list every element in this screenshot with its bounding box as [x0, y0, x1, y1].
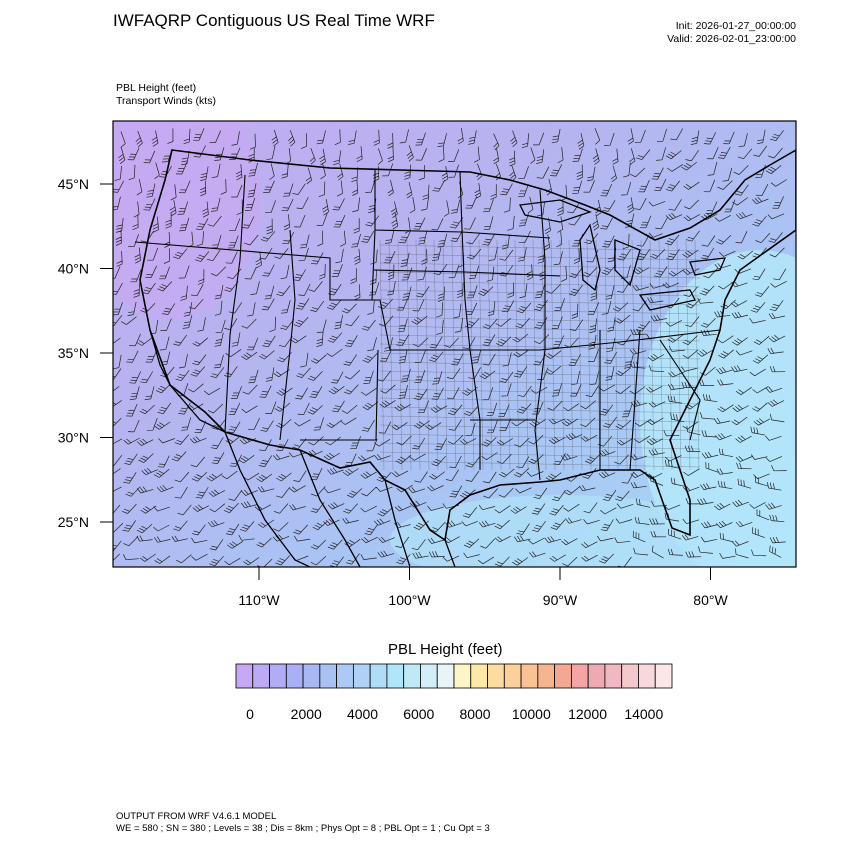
us-border-outline: [139, 149, 796, 542]
colorbar-tick-label: 0: [246, 706, 254, 722]
colorbar-swatch: [386, 663, 405, 689]
colorbar-swatch: [537, 663, 556, 689]
colorbar-title: PBL Height (feet): [388, 641, 503, 658]
colorbar-swatch: [352, 663, 371, 689]
colorbar-swatch: [570, 663, 589, 689]
colorbar-swatch: [369, 663, 388, 689]
colorbar-swatch: [638, 663, 656, 689]
colorbar-swatch: [336, 663, 354, 689]
init-time: Init: 2026-01-27_00:00:00: [675, 20, 796, 32]
model-footer-line2: WE = 580 ; SN = 380 ; Levels = 38 ; Dis …: [116, 823, 490, 834]
longitude-axis: 110°W 100°W 90°W 80°W: [238, 567, 728, 608]
colorbar-tick-label: 10000: [512, 706, 551, 722]
latitude-axis: 45°N 40°N 35°N 30°N 25°N: [58, 176, 113, 530]
colorbar-tick-label: 14000: [624, 706, 663, 722]
colorbar-swatch: [470, 663, 488, 689]
colorbar-swatch: [587, 663, 606, 689]
model-footer-line1: OUTPUT FROM WRF V4.6.1 MODEL: [116, 811, 277, 822]
county-grid: [379, 239, 701, 471]
lon-label: 80°W: [693, 592, 728, 608]
state-borders: [134, 170, 721, 481]
colorbar-swatch: [621, 663, 639, 689]
county-lines: [379, 239, 701, 471]
lat-label: 30°N: [58, 430, 89, 446]
great-lakes: [519, 199, 727, 311]
colorbar-swatch: [453, 663, 472, 689]
lat-label: 40°N: [58, 261, 89, 277]
field-label-pbl: PBL Height (feet): [116, 82, 197, 94]
colorbar-swatch: [420, 663, 438, 689]
lat-label: 25°N: [58, 514, 89, 530]
wind-barbs: [113, 128, 787, 567]
colorbar-swatch: [604, 663, 623, 689]
colorbar-swatch: [403, 663, 421, 689]
colorbar-swatch: [285, 663, 304, 689]
lon-label: 90°W: [543, 592, 578, 608]
colorbar-swatch: [252, 663, 270, 689]
map-title: IWFAQRP Contiguous US Real Time WRF: [113, 11, 435, 30]
lon-label: 110°W: [238, 592, 280, 608]
colorbar-swatch: [654, 663, 673, 689]
colorbar-tick-label: 6000: [403, 706, 434, 722]
lat-label: 45°N: [58, 176, 89, 192]
map-frame: [112, 120, 797, 568]
colorbar: 0 2000 4000 6000 8000 10000 12000 14000: [235, 663, 673, 722]
gulf-high-pbl-area: [390, 495, 730, 567]
wind-barb-set: [113, 128, 787, 567]
valid-time: Valid: 2026-02-01_23:00:00: [667, 33, 796, 45]
lon-label: 100°W: [388, 592, 431, 608]
colorbar-swatch: [520, 663, 539, 689]
colorbar-tick-label: 12000: [568, 706, 607, 722]
colorbar-swatch: [436, 663, 455, 689]
colorbar-tick-label: 8000: [459, 706, 490, 722]
colorbar-tick-label: 4000: [347, 706, 378, 722]
colorbar-swatch: [503, 663, 522, 689]
colorbar-swatch: [319, 663, 338, 689]
colorbar-tick-label: 2000: [291, 706, 322, 722]
northwest-low-pbl-area: [113, 121, 260, 320]
colorbar-swatch: [302, 663, 321, 689]
colorbar-swatch: [487, 663, 505, 689]
colorbar-swatch: [269, 663, 287, 689]
mexico-border-and-coast: [149, 329, 456, 567]
lat-label: 35°N: [58, 345, 89, 361]
field-label-winds: Transport Winds (kts): [116, 95, 216, 107]
colorbar-swatch: [554, 663, 572, 689]
colorbar-swatch: [235, 663, 254, 689]
